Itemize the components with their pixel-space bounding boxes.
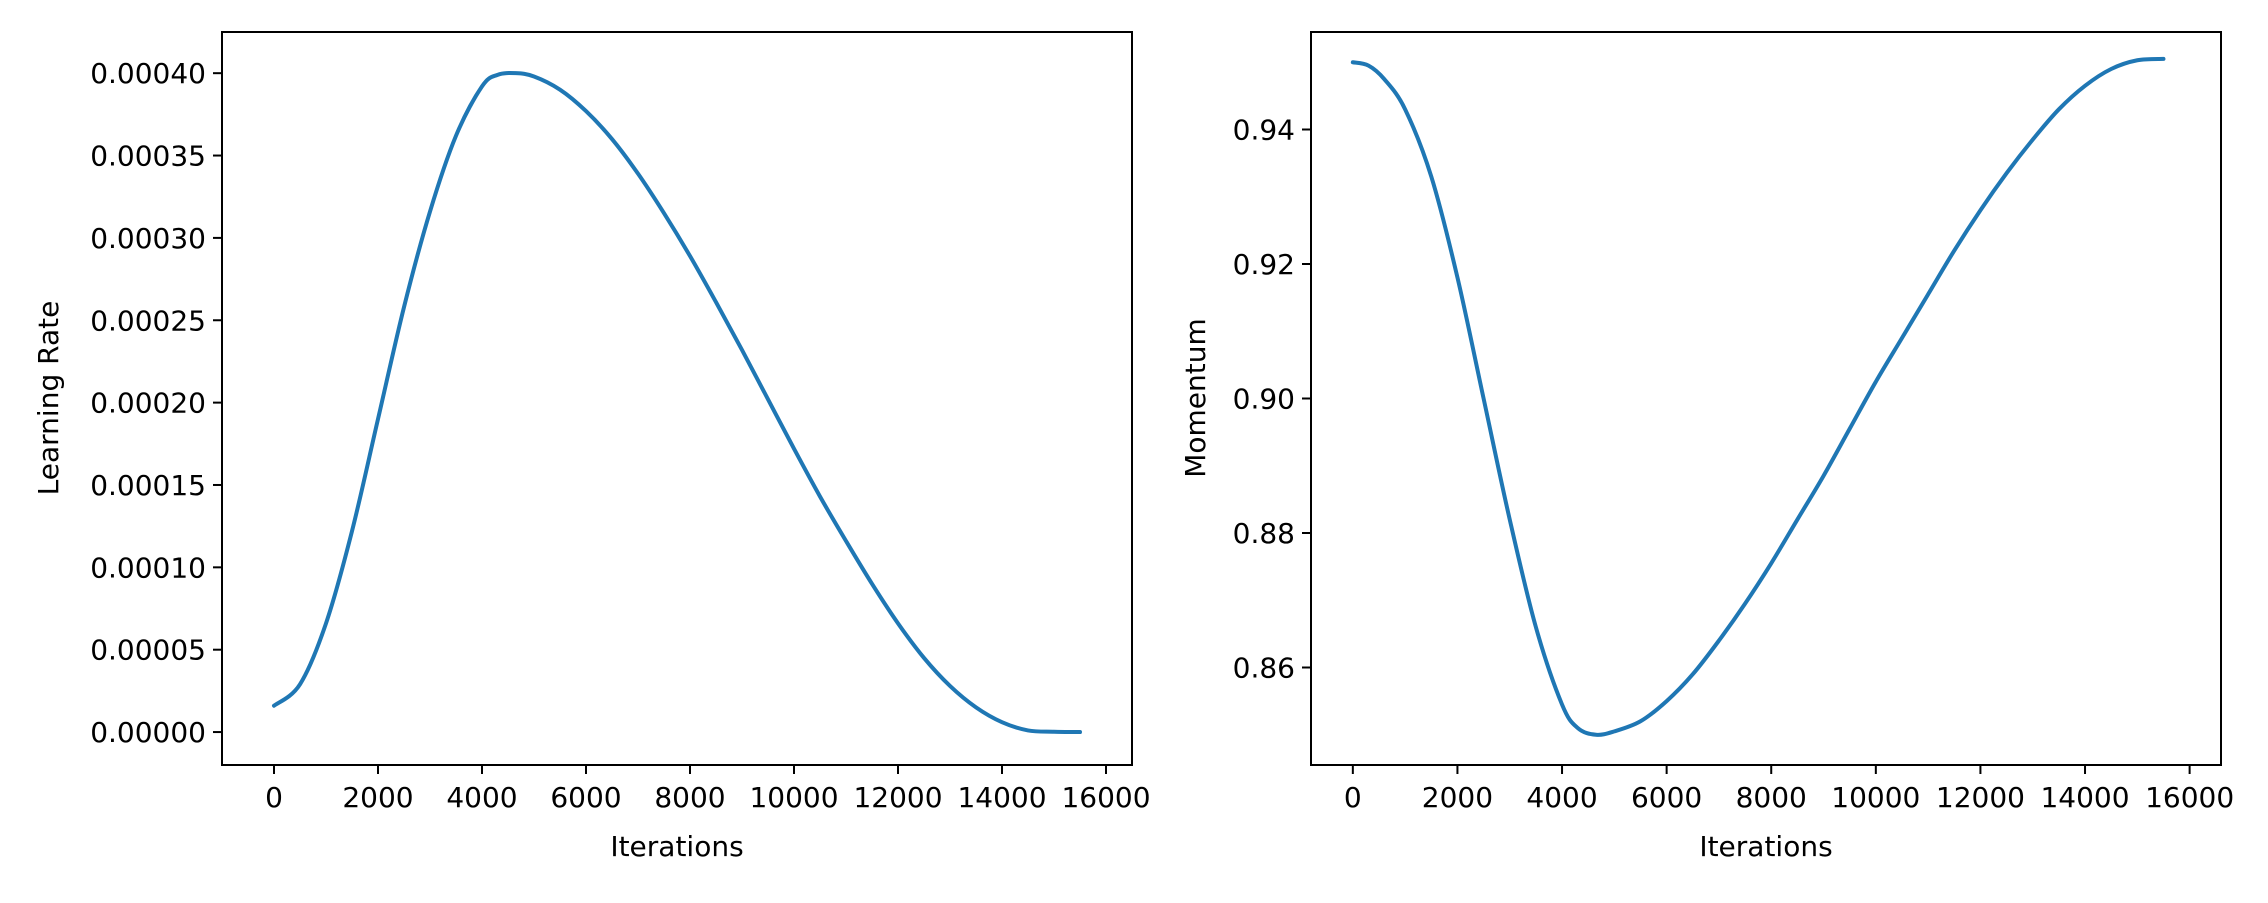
mom-series — [1350, 56, 2166, 737]
lr-y-ticks: 0.00000 0.00005 0.00010 0.00015 0.00020 0.000… — [90, 57, 222, 749]
lr-y-tick-label: 0.00030 — [90, 222, 206, 255]
mom-x-tick-label: 6000 — [1631, 781, 1702, 814]
lr-x-tick-label: 4000 — [446, 781, 517, 814]
chart-momentum: 0 2000 4000 6000 8000 10000 12000 14000 16000 0.… — [1179, 31, 2234, 863]
lr-x-tick-label: 14000 — [957, 781, 1046, 814]
lr-x-tick-label: 0 — [265, 781, 283, 814]
mom-series-line — [1350, 56, 2166, 737]
mom-x-tick-label: 2000 — [1422, 781, 1493, 814]
mom-y-ticks: 0.86 0.88 0.90 0.92 0.94 — [1233, 114, 1311, 684]
lr-x-tick-label: 2000 — [342, 781, 413, 814]
chart-learning-rate: 0 2000 4000 6000 8000 10000 12000 14000 16000 0.… — [32, 31, 1151, 863]
lr-y-tick-label: 0.00040 — [90, 57, 206, 90]
lr-x-tick-label: 16000 — [1061, 781, 1150, 814]
mom-x-tick-label: 16000 — [2145, 781, 2234, 814]
mom-x-tick-label: 0 — [1344, 781, 1362, 814]
mom-y-tick-label: 0.88 — [1233, 517, 1295, 550]
mom-x-axis-label: Iterations — [1699, 830, 1832, 863]
mom-y-tick-label: 0.92 — [1233, 248, 1295, 281]
lr-y-tick-label: 0.00025 — [90, 304, 206, 337]
mom-x-tick-label: 12000 — [1936, 781, 2025, 814]
lr-y-tick-label: 0.00015 — [90, 469, 206, 502]
lr-x-tick-label: 10000 — [749, 781, 838, 814]
lr-y-tick-label: 0.00000 — [90, 716, 206, 749]
mom-y-tick-label: 0.94 — [1233, 114, 1295, 147]
lr-plot-frame — [221, 31, 1133, 766]
lr-y-tick-label: 0.00020 — [90, 387, 206, 420]
lr-series-line — [272, 71, 1082, 735]
lr-y-tick-label: 0.00035 — [90, 140, 206, 173]
lr-x-axis-label: Iterations — [610, 830, 743, 863]
lr-x-tick-label: 6000 — [550, 781, 621, 814]
mom-x-tick-label: 10000 — [1831, 781, 1920, 814]
lr-y-tick-label: 0.00010 — [90, 551, 206, 584]
lr-x-ticks: 0 2000 4000 6000 8000 10000 12000 14000 16000 — [265, 765, 1151, 814]
lr-series — [272, 71, 1082, 735]
lr-y-tick-label: 0.00005 — [90, 634, 206, 667]
mom-x-tick-label: 4000 — [1526, 781, 1597, 814]
lr-x-tick-label: 8000 — [654, 781, 725, 814]
lr-y-axis-label: Learning Rate — [32, 301, 65, 496]
mom-x-tick-label: 8000 — [1736, 781, 1807, 814]
mom-x-tick-label: 14000 — [2040, 781, 2129, 814]
mom-y-axis-label: Momentum — [1179, 318, 1212, 478]
lr-x-tick-label: 12000 — [853, 781, 942, 814]
mom-y-tick-label: 0.86 — [1233, 651, 1295, 684]
mom-x-ticks: 0 2000 4000 6000 8000 10000 12000 14000 16000 — [1344, 765, 2234, 814]
mom-y-tick-label: 0.90 — [1233, 383, 1295, 416]
